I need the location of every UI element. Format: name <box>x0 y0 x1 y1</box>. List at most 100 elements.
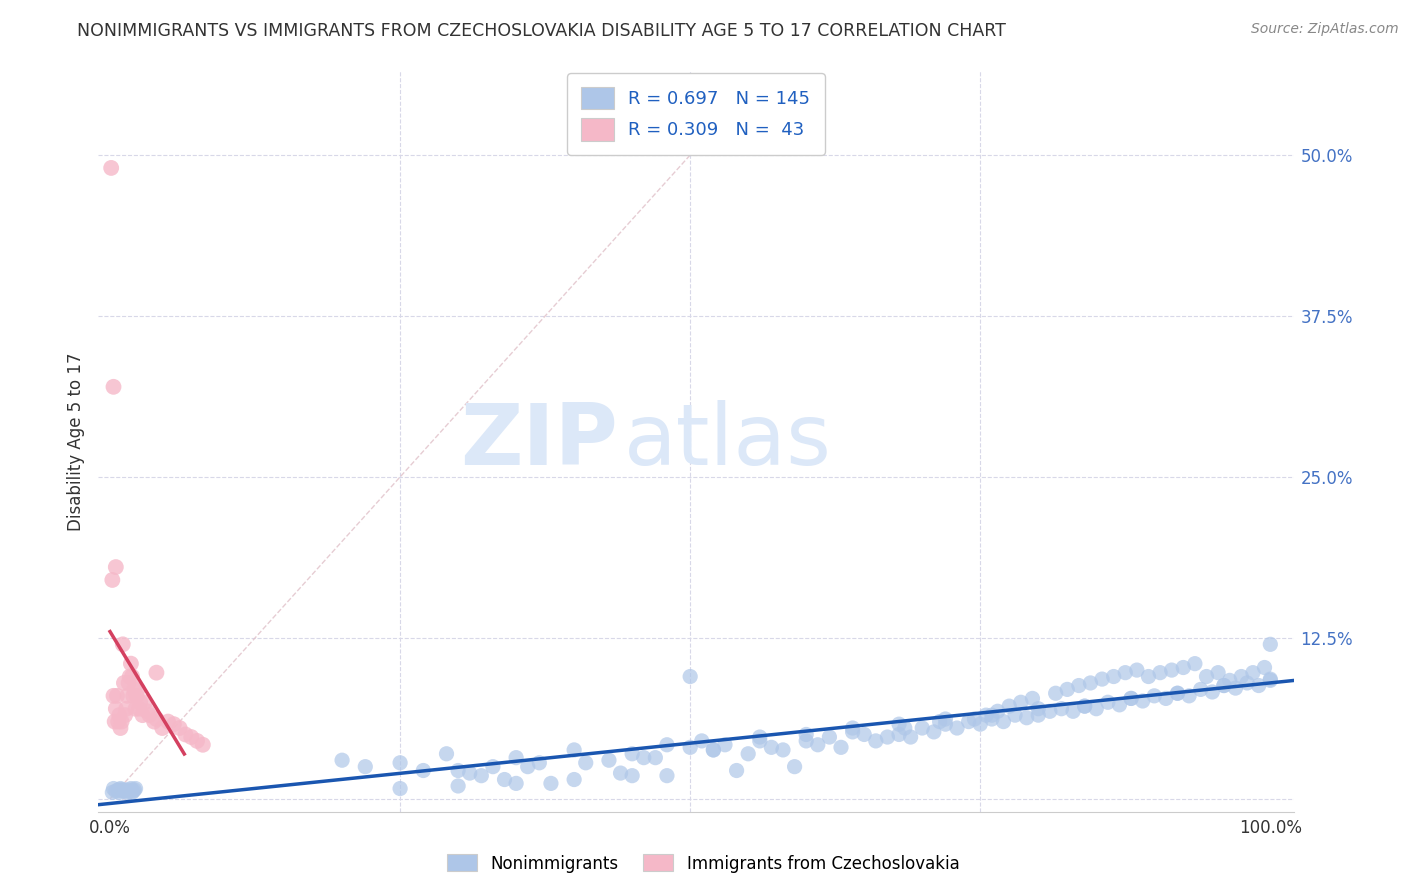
Point <box>934 717 956 731</box>
Point <box>1154 691 1177 706</box>
Point <box>1091 672 1114 686</box>
Point <box>104 702 127 716</box>
Point <box>702 743 724 757</box>
Point <box>1026 708 1049 723</box>
Point <box>129 695 152 709</box>
Point <box>104 784 127 798</box>
Point <box>169 721 191 735</box>
Point <box>124 782 146 797</box>
Point <box>1004 708 1026 723</box>
Point <box>794 734 817 748</box>
Point <box>1230 669 1253 683</box>
Point <box>122 784 145 798</box>
Point <box>922 725 945 739</box>
Point <box>621 747 644 761</box>
Point <box>575 756 598 770</box>
Point <box>107 782 129 797</box>
Point <box>103 781 125 796</box>
Point <box>114 784 136 798</box>
Point <box>946 721 969 735</box>
Point <box>107 714 129 729</box>
Point <box>1119 691 1142 706</box>
Point <box>120 657 142 671</box>
Point <box>117 676 139 690</box>
Point <box>1102 669 1125 683</box>
Point <box>679 740 702 755</box>
Point <box>1056 682 1078 697</box>
Point <box>494 772 516 787</box>
Point <box>1258 673 1281 688</box>
Point <box>865 734 887 748</box>
Point <box>1137 669 1160 683</box>
Point <box>1253 660 1275 674</box>
Point <box>644 750 666 764</box>
Point <box>124 781 146 796</box>
Point <box>887 717 910 731</box>
Point <box>121 785 143 799</box>
Point <box>117 785 139 799</box>
Point <box>470 769 492 783</box>
Point <box>110 721 132 735</box>
Point <box>104 714 127 729</box>
Point <box>1149 665 1171 680</box>
Point <box>1173 660 1195 674</box>
Point <box>748 734 770 748</box>
Point <box>105 689 128 703</box>
Point <box>1241 665 1264 680</box>
Point <box>1247 679 1270 693</box>
Point <box>1195 669 1218 683</box>
Point <box>621 769 644 783</box>
Legend: Nonimmigrants, Immigrants from Czechoslovakia: Nonimmigrants, Immigrants from Czechoslo… <box>440 847 966 880</box>
Point <box>529 756 551 770</box>
Point <box>655 738 678 752</box>
Point <box>1097 695 1119 709</box>
Point <box>1073 699 1095 714</box>
Point <box>1189 682 1212 697</box>
Point <box>330 753 353 767</box>
Point <box>980 712 1002 726</box>
Point <box>354 759 377 773</box>
Point <box>186 734 208 748</box>
Point <box>963 712 986 726</box>
Point <box>447 764 470 778</box>
Point <box>993 714 1015 729</box>
Y-axis label: Disability Age 5 to 17: Disability Age 5 to 17 <box>66 352 84 531</box>
Point <box>157 714 180 729</box>
Point <box>505 776 527 790</box>
Point <box>104 560 127 574</box>
Point <box>436 747 458 761</box>
Point <box>1108 698 1130 712</box>
Text: atlas: atlas <box>624 400 832 483</box>
Point <box>1026 702 1049 716</box>
Point <box>1080 676 1102 690</box>
Point <box>412 764 434 778</box>
Point <box>111 637 134 651</box>
Point <box>389 756 412 770</box>
Point <box>540 776 562 790</box>
Point <box>1073 699 1095 714</box>
Point <box>928 714 950 729</box>
Point <box>482 759 505 773</box>
Point <box>633 750 655 764</box>
Point <box>458 766 481 780</box>
Point <box>117 689 139 703</box>
Point <box>180 730 202 744</box>
Point <box>562 743 585 757</box>
Point <box>505 750 527 764</box>
Point <box>934 712 956 726</box>
Point <box>118 669 141 683</box>
Point <box>841 725 863 739</box>
Point <box>134 695 156 709</box>
Point <box>131 708 153 723</box>
Point <box>145 712 167 726</box>
Point <box>1119 691 1142 706</box>
Point <box>101 573 124 587</box>
Point <box>1212 679 1234 693</box>
Point <box>900 730 922 744</box>
Text: Source: ZipAtlas.com: Source: ZipAtlas.com <box>1251 22 1399 37</box>
Point <box>841 721 863 735</box>
Point <box>969 717 991 731</box>
Point <box>145 665 167 680</box>
Point <box>1085 702 1108 716</box>
Point <box>1258 637 1281 651</box>
